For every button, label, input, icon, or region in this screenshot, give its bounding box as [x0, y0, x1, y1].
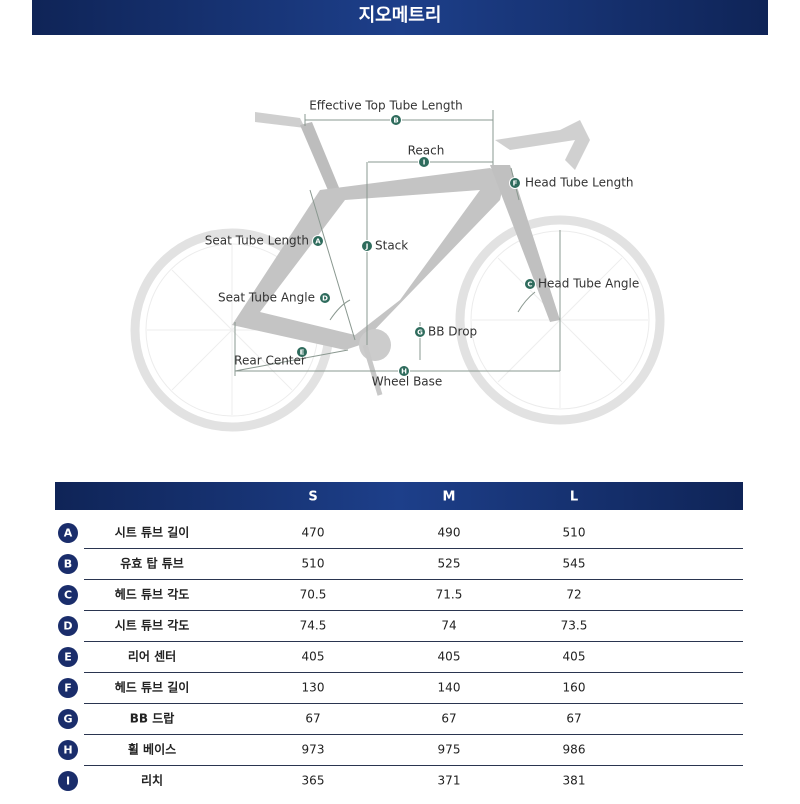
cell-value: 130 [302, 681, 325, 695]
letter-badge [312, 235, 324, 247]
row-letter: A [64, 527, 73, 540]
cell-value: 71.5 [436, 588, 463, 602]
cell-value: 67 [305, 712, 320, 726]
letter-badge [418, 156, 430, 168]
cell-value: 490 [438, 526, 461, 540]
letter-badge [390, 114, 402, 126]
dimension-label: Rear Center [234, 354, 306, 368]
dimension-label: Head Tube Angle [538, 277, 639, 291]
letter-badge [414, 326, 426, 338]
badge-letter: G [417, 329, 423, 337]
row-badge [58, 616, 78, 636]
row-name: 리어 센터 [128, 649, 176, 664]
cell-value: 67 [566, 712, 581, 726]
header-bar [32, 0, 768, 35]
row-letter: D [63, 620, 72, 633]
cell-value: 525 [438, 557, 461, 571]
cell-value: 975 [438, 743, 461, 757]
dimension-label: Effective Top Tube Length [309, 99, 463, 113]
letter-badge [296, 346, 308, 358]
row-name: 헤드 튜브 각도 [115, 587, 190, 602]
column-header: S [308, 490, 317, 505]
badge-letter: I [423, 159, 426, 167]
row-name: 휠 베이스 [128, 742, 176, 757]
cell-value: 510 [563, 526, 586, 540]
dimension-label: Wheel Base [372, 375, 443, 389]
cell-value: 986 [563, 743, 586, 757]
row-badge [58, 585, 78, 605]
cell-value: 74.5 [300, 619, 327, 633]
cell-value: 470 [302, 526, 325, 540]
badge-letter: B [393, 117, 398, 125]
cell-value: 405 [563, 650, 586, 664]
row-letter: E [64, 651, 72, 664]
row-name: BB 드랍 [130, 712, 175, 726]
row-badge [58, 709, 78, 729]
row-letter: I [66, 775, 70, 788]
letter-badge [524, 278, 536, 290]
row-letter: F [64, 682, 72, 695]
cell-value: 140 [438, 681, 461, 695]
header-title: 지오메트리 [359, 5, 442, 26]
column-header: L [570, 490, 578, 505]
cell-value: 510 [302, 557, 325, 571]
dimension-label: Head Tube Length [525, 176, 634, 190]
row-name: 헤드 튜브 길이 [115, 680, 190, 695]
cell-value: 67 [441, 712, 456, 726]
dimension-label: Seat Tube Length [205, 234, 309, 248]
badge-letter: A [315, 238, 321, 246]
column-header: M [443, 490, 456, 505]
dimension-label: Stack [375, 239, 408, 253]
dimension-label: Reach [408, 144, 445, 158]
cell-value: 405 [438, 650, 461, 664]
badge-letter: J [365, 243, 369, 251]
spec-table: S M L A 시트 튜브 길이 470 490 510 B 유효 탑 튜브 510 525 545 C 헤… [58, 490, 743, 791]
row-letter: H [63, 744, 72, 757]
row-name: 리치 [141, 773, 163, 788]
row-name: 시트 튜브 길이 [115, 525, 190, 540]
letter-badge [509, 177, 521, 189]
cell-value: 381 [563, 774, 586, 788]
row-badge [58, 647, 78, 667]
row-badge [58, 678, 78, 698]
letter-badge [398, 365, 410, 377]
row-letter: G [63, 713, 72, 726]
letter-badge [319, 292, 331, 304]
badge-letter: E [300, 349, 305, 357]
cell-value: 371 [438, 774, 461, 788]
cell-value: 365 [302, 774, 325, 788]
cell-value: 73.5 [561, 619, 588, 633]
row-badge [58, 523, 78, 543]
cell-value: 160 [563, 681, 586, 695]
table-header-bar [55, 482, 743, 510]
dimension-label: BB Drop [428, 325, 477, 339]
row-letter: B [64, 558, 72, 571]
cell-value: 405 [302, 650, 325, 664]
badge-letter: D [322, 295, 328, 303]
badge-letter: F [513, 180, 518, 188]
row-letter: C [64, 589, 72, 602]
cell-value: 973 [302, 743, 325, 757]
badge-letter: C [527, 281, 532, 289]
row-name: 유효 탑 튜브 [120, 557, 184, 571]
row-badge [58, 771, 78, 791]
cell-value: 545 [563, 557, 586, 571]
badge-letter: H [401, 368, 407, 376]
row-badge [58, 740, 78, 760]
letter-badge [361, 240, 373, 252]
dimension-label: Seat Tube Angle [218, 291, 315, 305]
cell-value: 74 [441, 619, 456, 633]
row-name: 시트 튜브 각도 [115, 618, 190, 633]
row-badge [58, 554, 78, 574]
cell-value: 72 [566, 588, 581, 602]
cell-value: 70.5 [300, 588, 327, 602]
